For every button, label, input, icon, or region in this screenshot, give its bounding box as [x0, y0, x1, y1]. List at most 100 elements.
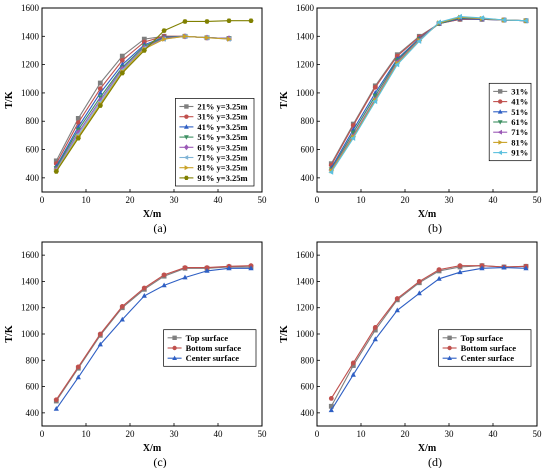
legend-item: 51%: [493, 107, 528, 117]
legend-item: Bottom surface: [442, 343, 517, 353]
plot-frame: [316, 7, 538, 193]
legend-label: 91%: [511, 148, 528, 158]
legend-label: 81%: [511, 137, 528, 147]
data-point: [119, 53, 125, 59]
y-tick-label: 1600: [296, 250, 315, 260]
x-tick-label: 0: [315, 429, 320, 439]
x-tick-label: 10: [82, 195, 92, 205]
series-line: [55, 266, 251, 402]
data-point: [204, 268, 210, 273]
data-point: [75, 364, 81, 370]
y-axis-label: T/K: [4, 91, 15, 108]
series-line: [330, 265, 527, 399]
series-7: [53, 18, 254, 174]
legend-label: 81% y=3.25m: [197, 163, 247, 173]
data-point: [394, 62, 400, 68]
legend-label: Top surface: [186, 333, 229, 343]
data-point: [457, 269, 463, 275]
legend-label: Bottom surface: [186, 343, 242, 353]
data-point: [328, 403, 334, 409]
x-tick-label: 30: [170, 195, 180, 205]
y-tick-label: 600: [301, 145, 315, 155]
data-point: [119, 304, 125, 309]
series-line: [55, 267, 251, 410]
legend-label: Top surface: [461, 333, 504, 343]
y-tick-label: 1200: [296, 303, 315, 313]
data-point: [75, 135, 81, 141]
y-tick-label: 400: [26, 408, 40, 418]
legend: 31%41%51%61%71%81%91%: [488, 82, 532, 162]
data-point: [97, 80, 103, 86]
data-point: [119, 316, 125, 322]
data-point: [75, 120, 81, 126]
legend-item: 51% y=3.25m: [179, 132, 248, 142]
x-tick-label: 10: [82, 429, 92, 439]
series-line: [55, 20, 251, 172]
data-point: [372, 327, 378, 333]
series-line: [55, 265, 252, 401]
data-point: [162, 36, 167, 42]
data-point: [119, 61, 125, 67]
y-tick-label: 1200: [296, 60, 315, 70]
legend-item: Top surface: [442, 333, 504, 343]
series-1: [53, 263, 254, 403]
data-point: [119, 57, 125, 63]
panel-caption: (a): [153, 221, 166, 234]
y-tick-label: 1600: [21, 250, 40, 260]
y-tick-label: 1200: [21, 303, 40, 313]
x-tick-label: 0: [315, 195, 320, 205]
legend-swatch-marker: [184, 114, 189, 119]
legend-swatch-marker: [447, 335, 452, 340]
y-tick-label: 800: [301, 355, 315, 365]
legend-item: 91% y=3.25m: [179, 173, 248, 183]
plot-frame: [41, 7, 263, 193]
y-tick-label: 400: [301, 408, 315, 418]
legend-swatch-marker: [184, 104, 189, 109]
data-point: [75, 116, 81, 121]
y-tick-label: 1000: [296, 88, 315, 98]
y-tick-label: 800: [26, 116, 40, 126]
y-tick-label: 800: [301, 116, 315, 126]
chart-svg: 0 10 20 30 40 50 400 600 800 1000 1200 1400 1600 X/m T…: [279, 3, 542, 235]
series-line: [330, 15, 527, 173]
y-tick-label: 1400: [21, 276, 40, 286]
y-tick-label: 600: [26, 145, 40, 155]
legend-item: 61% y=3.25m: [179, 142, 248, 152]
y-tick-label: 400: [26, 173, 40, 183]
chart-panel-c: 0 10 20 30 40 50 400 600 800 1000 1200 1400 1600 X/m T…: [0, 234, 275, 469]
data-point: [372, 84, 378, 90]
x-tick-label: 0: [40, 429, 45, 439]
legend-label: 31%: [511, 86, 528, 96]
data-point: [182, 265, 188, 271]
legend-label: 71% y=3.25m: [197, 153, 247, 163]
legend-swatch-marker: [184, 135, 189, 140]
data-point: [248, 18, 254, 23]
legend-swatch-marker: [498, 99, 503, 104]
data-point: [227, 36, 232, 42]
chart-panel-a: 0 10 20 30 40 50 400 600 800 1000 1200 1400 1600 X/m T…: [0, 0, 275, 235]
legend-swatch-marker: [172, 345, 177, 351]
data-point: [350, 135, 356, 141]
data-point: [53, 397, 59, 403]
x-tick-label: 40: [214, 429, 224, 439]
legend-swatch-marker: [183, 155, 189, 160]
legend-item: 41%: [493, 97, 528, 107]
panel-caption: (d): [428, 455, 442, 468]
data-point: [161, 282, 167, 288]
legend-label: Center surface: [186, 353, 240, 363]
x-tick-label: 30: [445, 195, 455, 205]
data-point: [226, 18, 232, 23]
x-tick-label: 40: [214, 195, 224, 205]
chart-panel-b: 0 10 20 30 40 50 400 600 800 1000 1200 1400 1600 X/m T…: [275, 0, 550, 235]
legend-item: 61%: [493, 117, 528, 127]
chart-svg: 0 10 20 30 40 50 400 600 800 1000 1200 1400 1600 X/m T…: [4, 3, 267, 235]
legend-item: 31%: [493, 86, 528, 96]
legend-item: 81%: [493, 137, 528, 147]
legend-label: Bottom surface: [461, 343, 517, 353]
x-axis-label: X/m: [143, 209, 162, 220]
data-point: [372, 98, 378, 105]
y-axis-label: T/K: [279, 325, 290, 342]
data-point: [523, 265, 529, 271]
